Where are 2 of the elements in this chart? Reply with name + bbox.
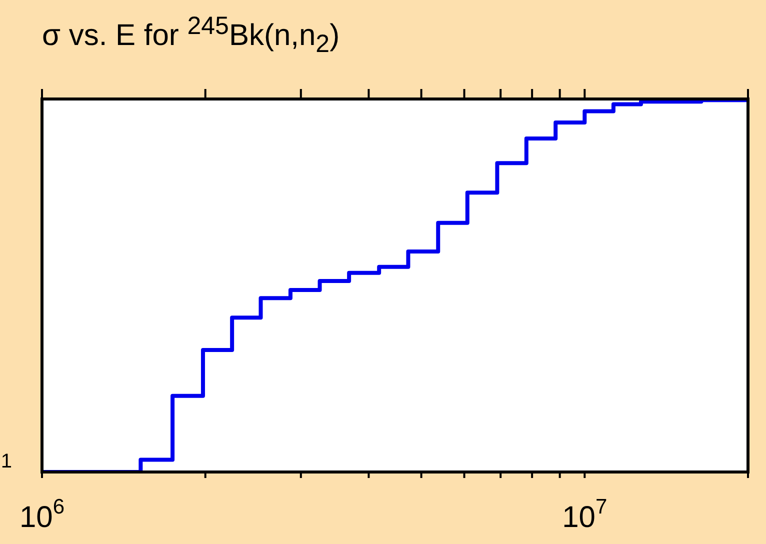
chart-title: σ vs. E for $^{245}$Bk(n,n$_{2}$) bbox=[42, 12, 340, 59]
text: 1 bbox=[0, 450, 12, 473]
